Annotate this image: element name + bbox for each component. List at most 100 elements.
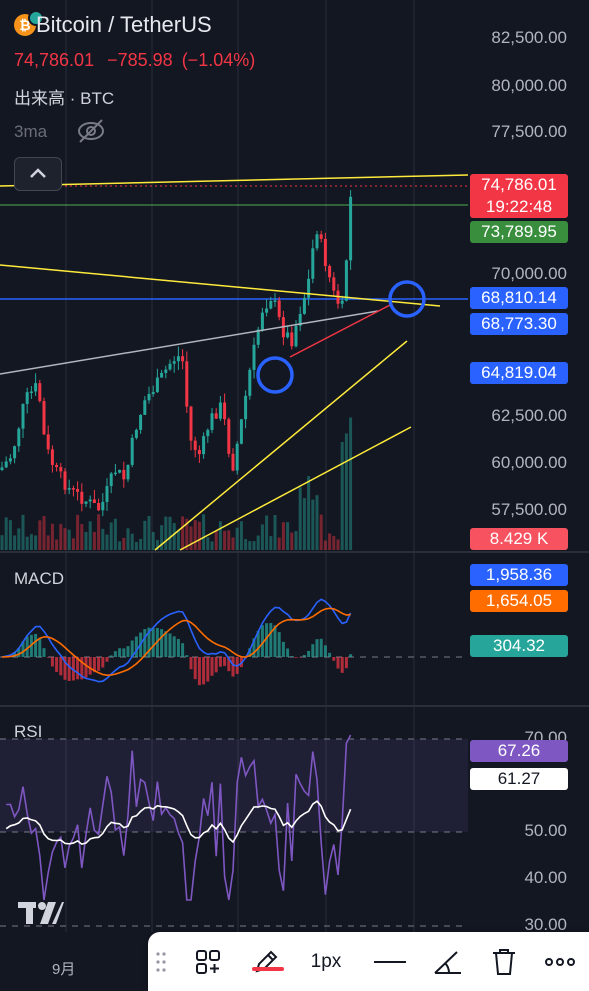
macd-histogram-bar: [109, 655, 113, 657]
macd-value-tag: 1,958.36: [470, 564, 568, 586]
candle-body: [239, 419, 243, 444]
candle-body: [328, 265, 332, 278]
drag-handle-icon[interactable]: [148, 932, 174, 991]
trendline-yellow-2[interactable]: [154, 340, 408, 551]
chevron-up-icon: [30, 168, 46, 178]
signal-value-tag: 1,654.05: [470, 590, 568, 612]
macd-pane-label[interactable]: MACD: [14, 569, 65, 588]
angle-icon[interactable]: [428, 932, 468, 991]
trendline-yellow-3[interactable]: [179, 426, 412, 551]
candle-body: [256, 329, 260, 345]
volume-bar: [17, 528, 21, 550]
symbol-title[interactable]: Bitcoin / TetherUS: [36, 12, 212, 37]
macd-histogram-bar: [206, 657, 210, 682]
volume-bar: [248, 541, 252, 550]
marker-circle-1[interactable]: [388, 280, 426, 318]
x-axis-month-label: 9月: [52, 961, 76, 978]
tradingview-logo-icon[interactable]: [18, 902, 64, 924]
volume-bar: [214, 531, 218, 550]
volume-bar: [101, 528, 105, 550]
volume-bar: [122, 537, 126, 550]
price-change-line: 74,786.01 −785.98 (−1.04%): [14, 50, 255, 71]
macd-histogram-bar: [286, 648, 290, 657]
price-scale-label: 80,000.00: [491, 76, 567, 95]
volume-bar: [4, 517, 8, 550]
candle-body: [252, 344, 256, 370]
macd-histogram-bar: [97, 657, 101, 671]
drawing-price-tag: 68,773.30: [470, 313, 568, 335]
trash-icon[interactable]: [484, 932, 524, 991]
ma-legend[interactable]: 3ma: [14, 122, 48, 141]
volume-bar: [311, 499, 315, 550]
volume-bar: [286, 522, 290, 550]
price-change-pct: (−1.04%): [181, 50, 256, 70]
candle-body: [197, 449, 201, 455]
candle-body: [97, 503, 101, 511]
eye-hidden-icon[interactable]: [76, 118, 106, 144]
macd-histogram-bar: [176, 638, 180, 657]
candle-body: [315, 234, 319, 249]
volume-bar: [29, 534, 33, 550]
pencil-icon[interactable]: [246, 932, 286, 991]
line-width-button[interactable]: 1px: [310, 950, 342, 972]
candle-body: [92, 499, 96, 504]
candle-body: [88, 499, 92, 502]
macd-histogram-bar: [38, 638, 42, 657]
volume-bar: [176, 530, 180, 550]
volume-bar: [181, 516, 185, 550]
candle-body: [344, 260, 348, 301]
candle-body: [25, 392, 29, 404]
candle-body: [248, 369, 252, 396]
candle-body: [101, 501, 105, 511]
rsi-scale-label: 40.00: [524, 868, 567, 887]
volume-bar: [151, 531, 155, 550]
volume-bar: [88, 521, 92, 550]
volume-bar: [269, 536, 273, 550]
trendline-upper-yellow[interactable]: [0, 264, 441, 307]
candle-body: [42, 401, 46, 435]
trendline-gray[interactable]: [0, 310, 379, 375]
volume-bar: [239, 521, 243, 550]
macd-histogram-bar: [218, 657, 222, 667]
macd-histogram-bar: [344, 657, 348, 669]
candle-body: [307, 278, 311, 298]
macd-histogram-bar: [122, 648, 126, 657]
volume-bar: [231, 537, 235, 550]
candle-body: [143, 400, 147, 415]
trendline-top-yellow[interactable]: [0, 174, 469, 187]
more-icon[interactable]: [540, 932, 580, 991]
rsi-scale-label: 50.00: [524, 821, 567, 840]
candle-body: [227, 419, 231, 454]
macd-histogram-bar: [105, 657, 109, 662]
volume-bar: [63, 528, 67, 550]
volume-bar: [336, 539, 340, 550]
line-style-icon[interactable]: [370, 932, 410, 991]
macd-histogram-bar: [172, 636, 176, 657]
trendline-red[interactable]: [289, 303, 393, 358]
marker-circle-2[interactable]: [256, 356, 294, 394]
price-scale-label: 70,000.00: [491, 264, 567, 283]
candle-body: [202, 436, 206, 455]
volume-bar: [130, 533, 134, 550]
macd-histogram-bar: [59, 657, 63, 676]
macd-histogram-bar: [302, 654, 306, 657]
collapse-legend-button[interactable]: [14, 157, 62, 191]
rsi-pane-label[interactable]: RSI: [14, 722, 43, 741]
candle-body: [168, 363, 172, 370]
macd-histogram-bar: [311, 644, 315, 657]
volume-bar: [46, 535, 50, 550]
volume-bar: [168, 516, 172, 550]
volume-bar: [164, 516, 168, 550]
volume-bar: [277, 537, 281, 550]
macd-histogram-bar: [63, 657, 67, 680]
candle-body: [84, 501, 88, 504]
templates-icon[interactable]: [188, 932, 228, 991]
macd-histogram-bar: [118, 648, 122, 657]
volume-legend[interactable]: 出来高 · BTC: [14, 89, 115, 108]
price-change: −785.98: [107, 50, 173, 70]
candle-body: [8, 458, 12, 462]
candle-body: [349, 196, 353, 261]
drawing-price-tag: 64,819.04: [470, 362, 568, 384]
volume-bar: [155, 540, 159, 550]
